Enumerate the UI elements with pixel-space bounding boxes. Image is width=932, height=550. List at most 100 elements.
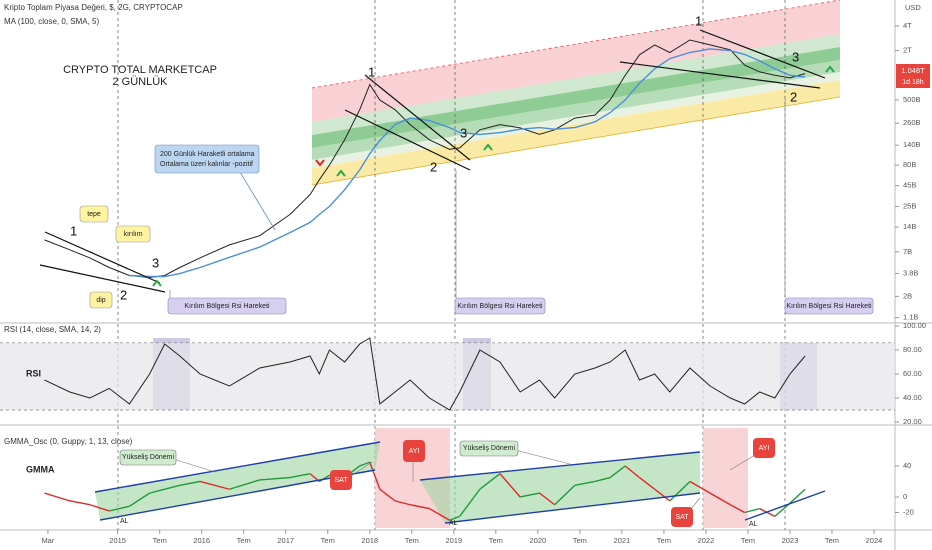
oscillator-segment bbox=[669, 480, 691, 502]
oscillator-segment bbox=[369, 461, 381, 490]
x-tick-label: 2015 bbox=[109, 536, 126, 545]
oscillator-segment bbox=[729, 504, 745, 514]
callout: tepe kırılım dip bbox=[79, 205, 151, 309]
note-text: SAT bbox=[334, 477, 348, 484]
oscillator-segment bbox=[654, 488, 671, 502]
y-tick-label: 40 bbox=[903, 461, 911, 470]
x-tick-label: Tem bbox=[405, 536, 419, 545]
plot-area: 4T 2T 500B 260B 140B 80B 45B 25B 14B 7B 3.8B 2B 1.1B… bbox=[0, 21, 926, 545]
x-tick-label: 2020 bbox=[529, 536, 546, 545]
x-tick-label: Tem bbox=[741, 536, 755, 545]
y-tick-label: 25B bbox=[903, 202, 916, 211]
wave-number: 3 bbox=[792, 49, 799, 64]
wave-number: 2 bbox=[120, 287, 127, 302]
note-text: AL bbox=[449, 520, 458, 527]
series-header: MA (100, close, 0, SMA, 5) bbox=[4, 17, 99, 26]
oscillator-segment bbox=[359, 461, 371, 467]
x-tick-label: Tem bbox=[573, 536, 587, 545]
oscillator-segment bbox=[409, 504, 430, 510]
oscillator-segment bbox=[594, 476, 611, 483]
y-tick-label: 2T bbox=[903, 46, 912, 55]
y-tick-label: 14B bbox=[903, 222, 916, 231]
x-tick-label: Tem bbox=[321, 536, 335, 545]
oscillator-segment bbox=[44, 492, 70, 502]
y-tick-label: 1.1B bbox=[903, 313, 918, 322]
y-tick-label: -20 bbox=[903, 507, 914, 516]
series-header: GMMA_Osc (0, Guppy, 1, 13, close) bbox=[4, 437, 133, 446]
note-text: Yükseliş Dönemi bbox=[122, 454, 175, 461]
oscillator-segment bbox=[199, 480, 230, 490]
note-text: AL bbox=[749, 521, 758, 528]
x-tick-label: 2016 bbox=[193, 536, 210, 545]
oscillator-segment bbox=[624, 465, 640, 479]
gmma-note: Yükseliş Dönemi Yükseliş Dönemi AYI AYI … bbox=[119, 438, 775, 528]
wave-number: 2 bbox=[790, 89, 797, 104]
price-tag-time: 1d 18h bbox=[902, 79, 924, 86]
signal-arrows bbox=[152, 65, 835, 287]
series-header: Kripto Toplam Piyasa Değeri, $, 2G, CRYP… bbox=[4, 3, 183, 12]
oscillator-segment bbox=[69, 500, 91, 506]
x-tick-label: 2019 bbox=[445, 536, 462, 545]
y-tick-label: 80B bbox=[903, 160, 916, 169]
oscillator-segment bbox=[179, 480, 201, 487]
oscillator-segment bbox=[574, 480, 596, 487]
oscillator-segment bbox=[109, 505, 130, 512]
y-tick-label: 80.00 bbox=[903, 345, 922, 354]
price-tag bbox=[896, 64, 930, 88]
x-tick-label: Tem bbox=[237, 536, 251, 545]
oscillator-segment bbox=[539, 492, 556, 506]
y-tick-label: 7B bbox=[903, 247, 912, 256]
oscillator-segment bbox=[789, 488, 806, 504]
title: CRYPTO TOTAL MARKETCAP bbox=[63, 64, 217, 76]
oscillator-segment bbox=[379, 488, 396, 502]
wave-number: 1 bbox=[695, 13, 702, 28]
trend-lines bbox=[39, 29, 826, 524]
price-tag-value: 1.048T bbox=[901, 66, 925, 75]
note-text: AYI bbox=[759, 445, 770, 452]
oscillator-segment bbox=[744, 507, 760, 514]
oscillator-segment bbox=[499, 473, 521, 498]
oscillator-segment bbox=[164, 484, 181, 490]
callout-text: tepe bbox=[87, 211, 101, 218]
y-tick-label: 4T bbox=[903, 21, 912, 30]
panel-label: RSI bbox=[26, 368, 41, 378]
oscillator-segment bbox=[554, 484, 576, 506]
x-tick-label: 2018 bbox=[361, 536, 378, 545]
note-text: AL bbox=[120, 518, 129, 525]
y-tick-label: 40.00 bbox=[903, 393, 922, 402]
oscillator-segment bbox=[479, 473, 501, 490]
ma-note: 200 Günlük Haraketli ortalama Ortalama ü… bbox=[154, 144, 276, 231]
wave-number: 1 bbox=[368, 64, 375, 79]
series-line bbox=[44, 39, 806, 279]
oscillator-segment bbox=[394, 500, 411, 506]
oscillator-segment bbox=[459, 488, 481, 517]
wave-number: 1 bbox=[70, 223, 77, 238]
channel bbox=[311, 0, 841, 186]
oscillator-segment bbox=[129, 492, 150, 507]
wave-number: 2 bbox=[430, 159, 437, 174]
subtitle: 2 GÜNLÜK bbox=[112, 76, 168, 88]
panel-label: GMMA bbox=[26, 464, 55, 474]
oscillator-segment bbox=[289, 473, 311, 479]
x-tick-label: 2023 bbox=[782, 536, 799, 545]
x-tick-label: 2017 bbox=[277, 536, 294, 545]
oscillator-segment bbox=[774, 502, 791, 517]
wave-number: 3 bbox=[152, 255, 159, 270]
note-text: SAT bbox=[675, 514, 689, 521]
series-header: RSI (14, close, SMA, 14, 2) bbox=[4, 325, 101, 334]
oscillator-segment bbox=[429, 508, 450, 521]
oscillator-segment bbox=[520, 492, 540, 498]
y-tick-label: 20.00 bbox=[903, 417, 922, 426]
y-tick-label: 100.00 bbox=[903, 321, 926, 330]
oscillator-segment bbox=[149, 488, 165, 494]
series-line bbox=[129, 48, 806, 278]
x-tick-label: Tem bbox=[657, 536, 671, 545]
oscillator-segment bbox=[639, 477, 656, 490]
note-text: Yükseliş Dönemi bbox=[463, 445, 516, 452]
callout-text: kırılım bbox=[123, 231, 142, 238]
y-tick-label: 500B bbox=[903, 95, 921, 104]
note-text: 200 Günlük Haraketli ortalama bbox=[160, 151, 255, 158]
rsi-note: Kırılım Bölgesi Rsi Hareketi Kırılım Böl… bbox=[167, 98, 874, 315]
y-tick-label: 140B bbox=[903, 140, 921, 149]
